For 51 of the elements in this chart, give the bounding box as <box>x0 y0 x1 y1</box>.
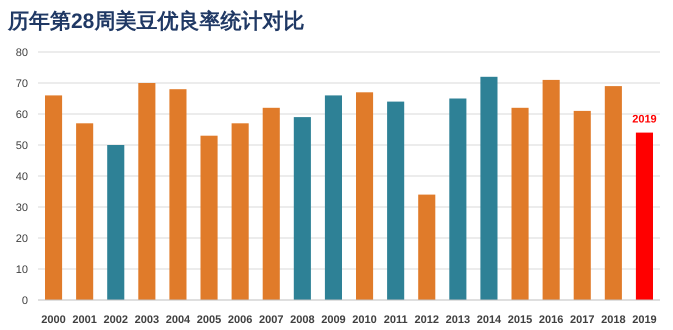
annotation: 2019 <box>632 114 657 126</box>
bar <box>45 95 62 300</box>
x-tick-label: 2012 <box>414 314 439 326</box>
x-tick-label: 2003 <box>134 314 160 326</box>
x-tick-label: 2019 <box>632 314 657 326</box>
y-tick-label: 0 <box>22 295 28 307</box>
x-tick-label: 2000 <box>41 314 66 326</box>
y-tick-label: 10 <box>16 264 28 276</box>
bar <box>107 145 124 300</box>
x-tick-label: 2005 <box>196 314 222 326</box>
chart-title: 历年第28周美豆优良率统计对比 <box>7 9 304 33</box>
bar <box>449 98 466 300</box>
x-tick-label: 2015 <box>508 314 532 326</box>
y-tick-label: 40 <box>16 171 28 183</box>
bar <box>418 194 436 300</box>
bar <box>262 108 280 300</box>
y-tick-label: 50 <box>16 140 28 152</box>
x-tick-label: 2011 <box>384 314 408 326</box>
y-tick-label: 80 <box>16 47 28 59</box>
bar <box>138 83 156 300</box>
x-tick-label: 2010 <box>352 314 377 326</box>
x-tick-label: 2007 <box>259 314 284 326</box>
bar <box>387 102 404 300</box>
y-tick-label: 30 <box>16 202 28 214</box>
bar <box>604 86 622 300</box>
x-tick-label: 2004 <box>166 314 192 326</box>
bar <box>200 136 218 300</box>
x-tick-label: 2017 <box>570 314 594 326</box>
bar <box>232 123 249 300</box>
y-tick-label: 60 <box>16 109 28 121</box>
bar <box>480 76 498 300</box>
x-tick-label: 2014 <box>476 314 502 326</box>
bar <box>542 80 560 300</box>
bar <box>76 123 94 300</box>
bar <box>636 132 654 300</box>
bar <box>294 117 311 300</box>
x-tick-label: 2016 <box>538 314 564 326</box>
bar <box>511 108 529 300</box>
bar <box>169 89 187 300</box>
x-tick-label: 2009 <box>321 314 346 326</box>
x-tick-label: 2001 <box>72 314 97 326</box>
x-tick-label: 2002 <box>104 314 128 326</box>
x-tick-label: 2008 <box>290 314 315 326</box>
y-tick-label: 70 <box>16 78 28 90</box>
bar <box>356 92 374 300</box>
x-tick-label: 2018 <box>601 314 626 326</box>
bar <box>324 95 342 300</box>
bar <box>574 110 591 300</box>
y-tick-label: 20 <box>16 233 28 245</box>
x-tick-label: 2013 <box>446 314 470 326</box>
x-tick-label: 2006 <box>228 314 252 326</box>
